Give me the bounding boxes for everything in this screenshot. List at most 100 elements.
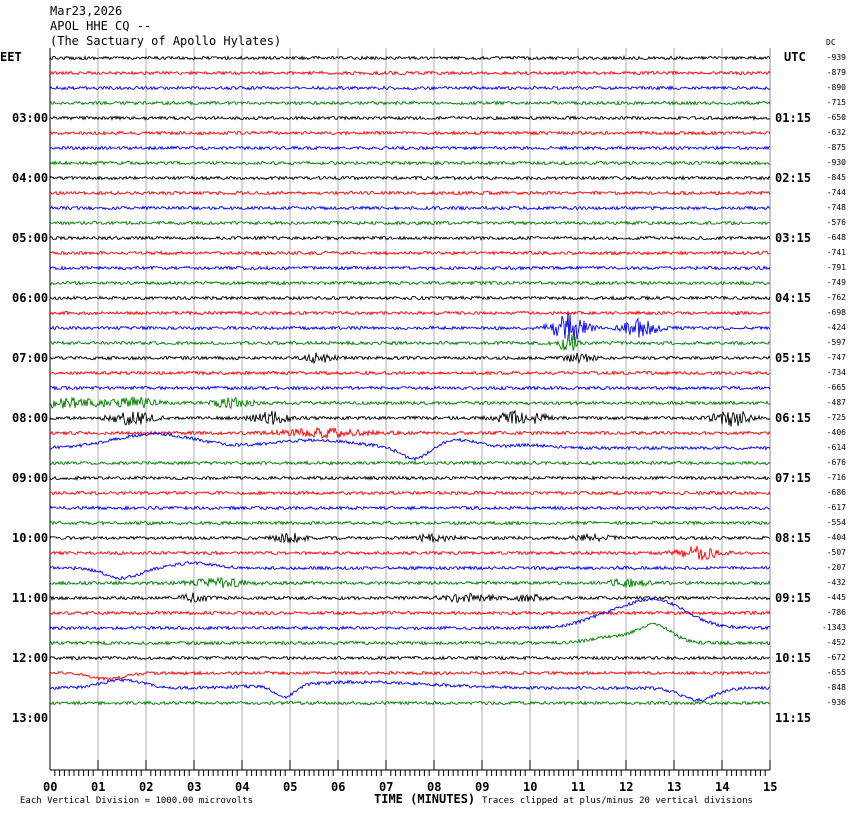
dc-offset: -845 <box>826 173 846 182</box>
seismic-trace <box>49 395 771 410</box>
scale-note: Each Vertical Division = 1000.00 microvo… <box>20 796 253 806</box>
seismic-trace <box>49 310 771 316</box>
left-hour-label: 13:00 <box>12 711 49 725</box>
right-hour-label: 01:15 <box>775 111 812 125</box>
dc-offset: -939 <box>826 53 846 62</box>
dc-offset: -207 <box>826 563 846 572</box>
seismic-trace <box>49 129 771 136</box>
seismic-trace <box>49 677 771 702</box>
left-hour-label: 03:00 <box>12 111 49 125</box>
left-hour-label: 07:00 <box>12 351 49 365</box>
dc-offset: -747 <box>826 353 846 362</box>
dc-offset: -487 <box>826 398 846 407</box>
dc-offset: -672 <box>826 653 846 662</box>
x-axis-label: TIME (MINUTES) <box>374 792 476 806</box>
seismic-trace <box>49 70 771 76</box>
left-timezone: EET <box>0 50 22 64</box>
seismic-trace <box>49 532 771 544</box>
x-tick-label: 05 <box>283 780 298 794</box>
dc-offset: -791 <box>826 263 846 272</box>
right-timezone: UTC <box>784 50 806 64</box>
left-hour-label: 05:00 <box>12 231 49 245</box>
left-hour-label: 09:00 <box>12 471 49 485</box>
right-hour-label: 08:15 <box>775 531 812 545</box>
dc-offset: -507 <box>826 548 846 557</box>
dc-offset: -648 <box>826 233 846 242</box>
seismic-trace <box>49 235 771 241</box>
left-hour-label: 06:00 <box>12 291 49 305</box>
seismic-trace <box>49 475 771 481</box>
seismic-trace <box>49 700 771 706</box>
dc-offset: -650 <box>826 113 846 122</box>
right-hour-label: 05:15 <box>775 351 812 365</box>
dc-offset: -632 <box>826 128 846 137</box>
left-hour-label: 08:00 <box>12 411 49 425</box>
dc-offset: -725 <box>826 413 846 422</box>
seismic-trace <box>49 115 771 122</box>
dc-offset: -445 <box>826 593 846 602</box>
dc-offset: -716 <box>826 473 846 482</box>
right-hour-label: 11:15 <box>775 711 812 725</box>
seismic-trace <box>49 520 771 526</box>
seismic-trace <box>49 576 771 589</box>
dc-offset: -734 <box>826 368 846 377</box>
x-tick-label: 13 <box>667 780 682 794</box>
seismic-trace <box>49 592 771 604</box>
dc-offset: -406 <box>826 428 846 437</box>
left-hour-label: 11:00 <box>12 591 49 605</box>
clip-note: Traces clipped at plus/minus 20 vertical… <box>482 796 753 806</box>
site-label: (The Sactuary of Apollo Hylates) <box>50 34 282 48</box>
x-tick-label: 01 <box>91 780 106 794</box>
dc-offset: -432 <box>826 578 846 587</box>
x-tick-label: 08 <box>427 780 442 794</box>
seismic-trace <box>49 426 771 439</box>
dc-offset: -686 <box>826 488 846 497</box>
dc-offset: -749 <box>826 278 846 287</box>
seismic-trace <box>49 460 771 466</box>
seismic-trace <box>49 409 771 427</box>
dc-offset: -936 <box>826 698 846 707</box>
right-hour-label: 06:15 <box>775 411 812 425</box>
dc-offset: -848 <box>826 683 846 692</box>
dc-offset: -741 <box>826 248 846 257</box>
x-tick-label: 09 <box>475 780 490 794</box>
seismic-trace <box>49 313 771 341</box>
x-tick-label: 15 <box>763 780 778 794</box>
dc-header: DC <box>826 38 836 47</box>
seismic-trace <box>49 99 771 106</box>
seismic-trace <box>49 249 771 256</box>
dc-offset: -617 <box>826 503 846 512</box>
dc-offset: -698 <box>826 308 846 317</box>
dc-offset: -748 <box>826 203 846 212</box>
dc-offset: -655 <box>826 668 846 677</box>
dc-offset: -554 <box>826 518 846 527</box>
x-tick-label: 07 <box>379 780 394 794</box>
seismic-trace <box>49 160 771 167</box>
dc-offset: -875 <box>826 143 846 152</box>
dc-offset: -676 <box>826 458 846 467</box>
seismic-trace <box>49 84 771 91</box>
right-hour-label: 09:15 <box>775 591 812 605</box>
dc-offset: -424 <box>826 323 846 332</box>
left-hour-label: 12:00 <box>12 651 49 665</box>
seismic-trace <box>49 265 771 271</box>
dc-offset: -576 <box>826 218 846 227</box>
dc-offset: -890 <box>826 83 846 92</box>
right-hour-label: 02:15 <box>775 171 812 185</box>
right-hour-label: 04:15 <box>775 291 812 305</box>
dc-offset: -452 <box>826 638 846 647</box>
seismic-trace <box>49 610 771 617</box>
dc-offset: -762 <box>826 293 846 302</box>
x-tick-label: 14 <box>715 780 730 794</box>
seismic-trace <box>49 622 771 646</box>
dc-offset: -614 <box>826 443 846 452</box>
seismic-trace <box>49 190 771 196</box>
dc-offset: -786 <box>826 608 846 617</box>
x-tick-label: 10 <box>523 780 538 794</box>
x-tick-label: 04 <box>235 780 250 794</box>
seismic-trace <box>49 597 771 631</box>
x-tick-label: 11 <box>571 780 586 794</box>
seismic-trace <box>49 295 771 301</box>
x-tick-label: 00 <box>43 780 58 794</box>
seismic-trace <box>50 370 771 376</box>
